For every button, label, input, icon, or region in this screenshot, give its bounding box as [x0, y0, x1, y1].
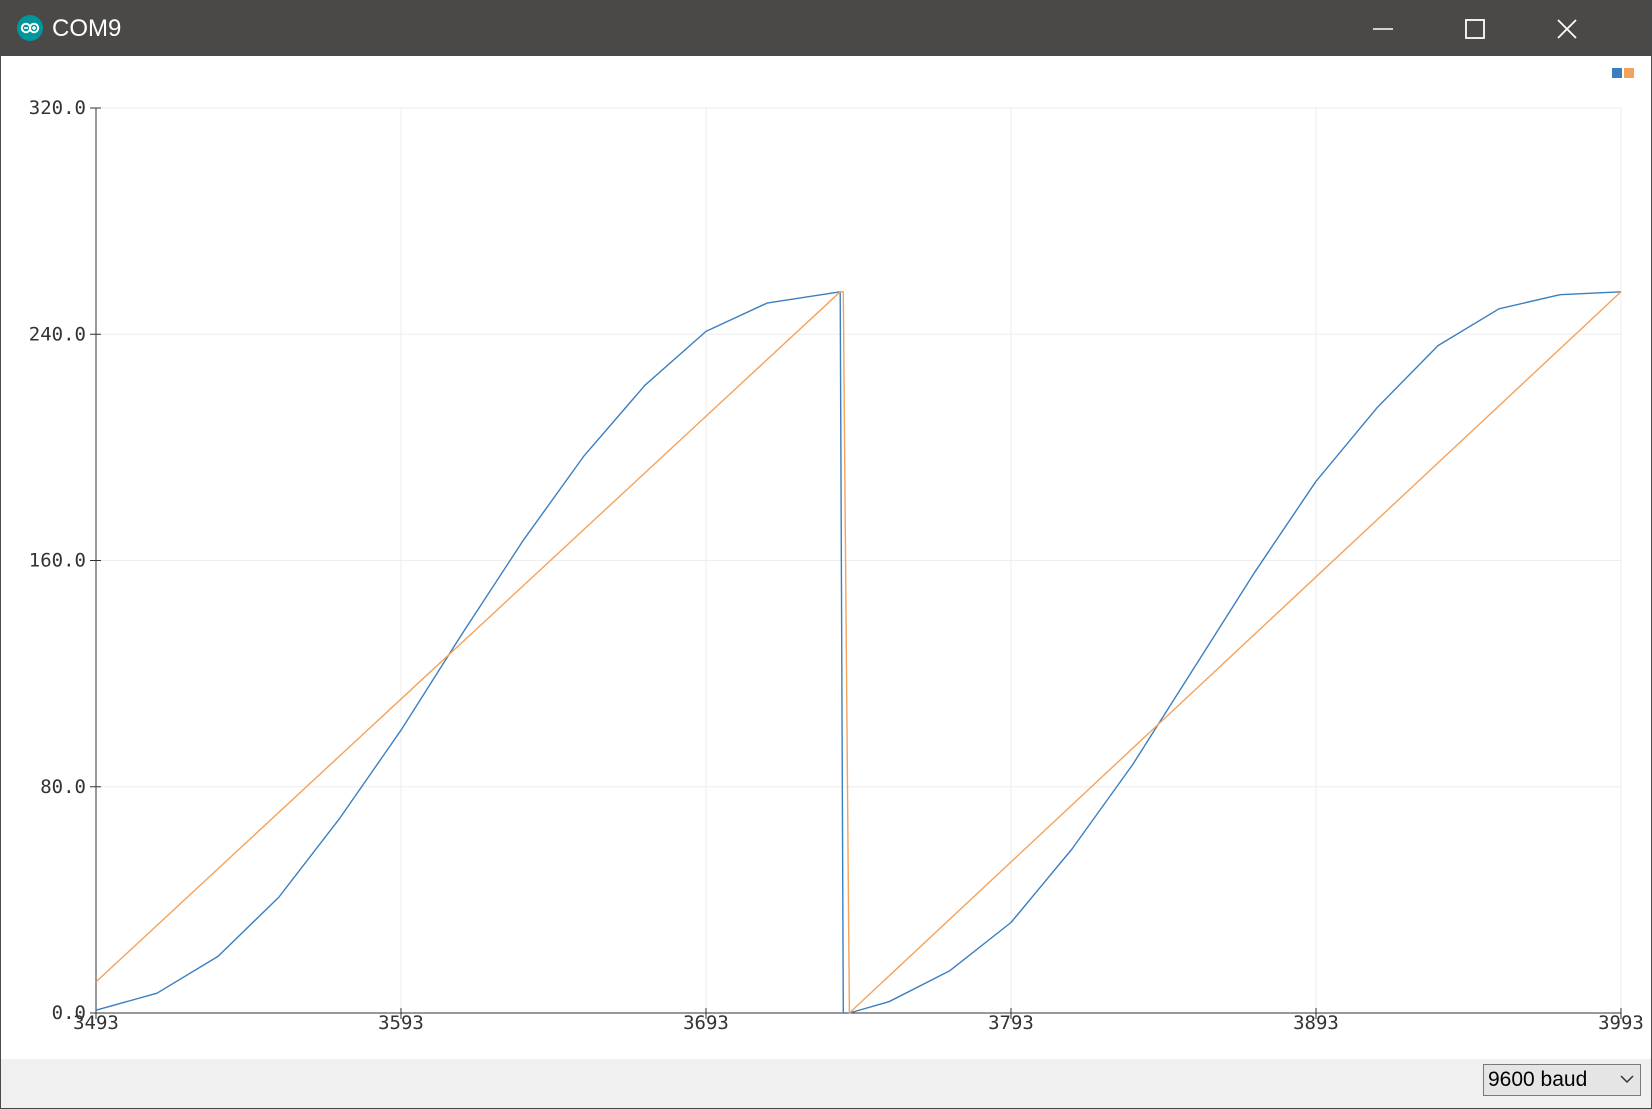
maximize-button[interactable] [1429, 1, 1521, 56]
x-tick-label: 3893 [1293, 1012, 1339, 1034]
plot-area: 0.0 80.0 160.0 240.0 320.0 3493 3593 3693 3793 38… [1, 56, 1651, 1059]
chevron-down-icon [1620, 1075, 1634, 1084]
maximize-icon [1465, 18, 1485, 39]
window-title: COM9 [52, 15, 122, 42]
legend-swatch-1 [1612, 68, 1622, 78]
close-icon [1557, 18, 1577, 39]
close-button[interactable] [1521, 1, 1613, 56]
x-tick-label: 3793 [988, 1012, 1034, 1034]
baud-rate-value: 9600 baud [1488, 1068, 1588, 1091]
baud-rate-select[interactable]: 9600 baud [1483, 1064, 1641, 1096]
series-line-2 [95, 291, 1622, 1014]
y-tick-label: 160.0 [29, 550, 86, 572]
x-tick-label: 3493 [73, 1012, 119, 1034]
title-bar[interactable]: COM9 [1, 1, 1651, 56]
y-tick-label: 240.0 [29, 323, 86, 345]
arduino-logo-icon [17, 15, 43, 41]
x-tick-label: 3593 [378, 1012, 424, 1034]
series-line-1 [95, 291, 1622, 1014]
x-tick-label: 3693 [683, 1012, 729, 1034]
y-tick-label: 0.0 [52, 1002, 86, 1024]
x-tick-label: 3993 [1598, 1012, 1644, 1034]
status-bar [1, 1059, 1651, 1108]
line-chart: 0.0 80.0 160.0 240.0 320.0 3493 3593 3693 3793 38… [29, 68, 1644, 1034]
y-tick-label: 80.0 [40, 776, 86, 798]
minimize-button[interactable] [1337, 1, 1429, 56]
minimize-icon [1373, 27, 1393, 30]
legend-swatch-2 [1624, 68, 1634, 78]
y-tick-label: 320.0 [29, 97, 86, 119]
